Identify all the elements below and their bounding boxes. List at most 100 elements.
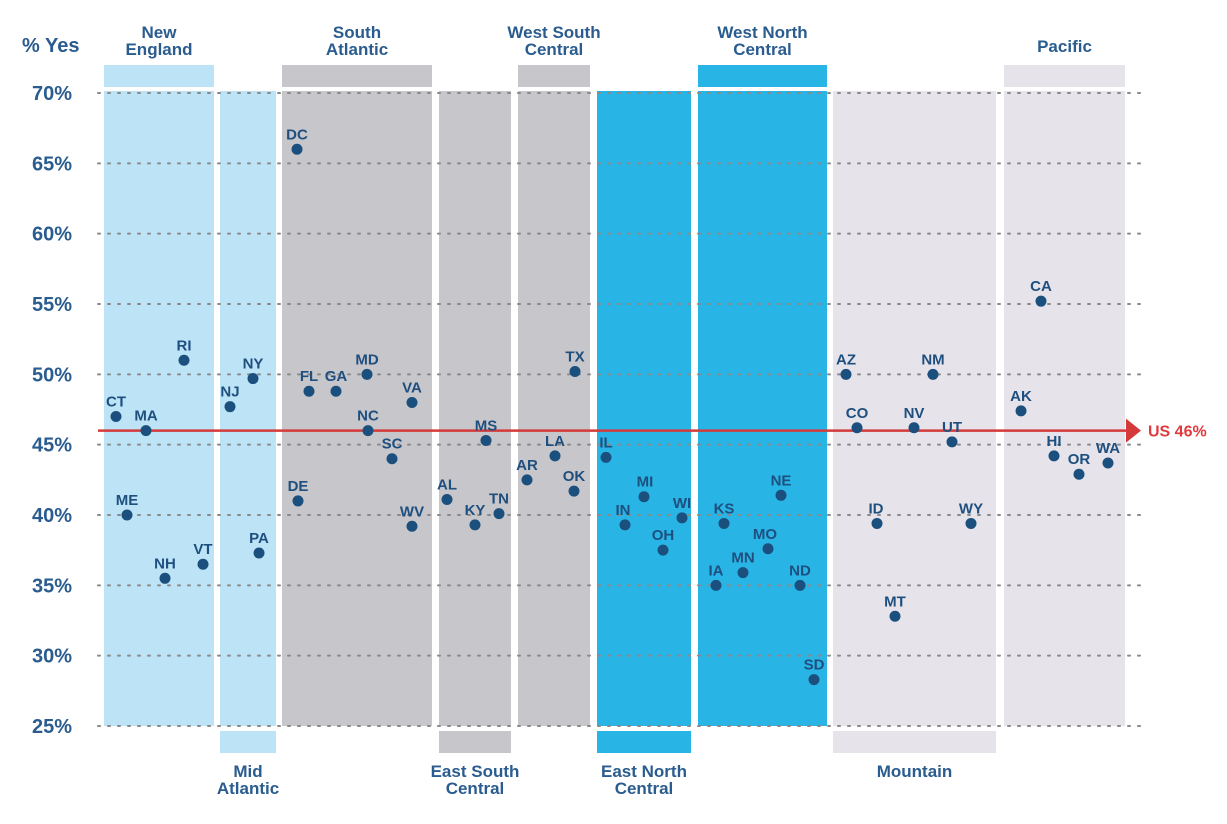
point-label-va: VA xyxy=(402,379,422,396)
y-tick-30: 30% xyxy=(32,646,72,668)
point-ct xyxy=(110,411,122,423)
point-label-md: MD xyxy=(355,351,378,368)
y-axis-title: % Yes xyxy=(22,35,79,57)
point-ks xyxy=(718,517,730,529)
point-label-wv: WV xyxy=(400,503,424,520)
point-dc xyxy=(291,143,303,155)
point-mi xyxy=(638,491,650,503)
point-nm xyxy=(927,368,939,380)
point-label-dc: DC xyxy=(286,126,308,143)
region-label-east-north-central-line-1: East North xyxy=(601,762,687,781)
point-label-id: ID xyxy=(869,500,884,517)
point-wi xyxy=(676,512,688,524)
point-label-wa: WA xyxy=(1096,440,1120,457)
point-label-ny: NY xyxy=(243,356,264,373)
region-tab-mountain xyxy=(833,731,996,753)
point-label-ar: AR xyxy=(516,457,538,474)
point-ga xyxy=(330,385,342,397)
point-label-al: AL xyxy=(437,477,457,494)
point-md xyxy=(361,368,373,380)
region-label-new-england-line-2: England xyxy=(125,40,192,59)
point-pa xyxy=(253,547,265,559)
reference-label: US 46% xyxy=(1148,424,1207,441)
point-label-mo: MO xyxy=(753,526,777,543)
point-nj xyxy=(224,401,236,413)
point-fl xyxy=(303,385,315,397)
point-label-ok: OK xyxy=(563,468,586,485)
region-label-south-atlantic-line-1: South xyxy=(333,23,381,42)
region-tab-mid-atlantic xyxy=(220,731,276,753)
point-label-az: AZ xyxy=(836,351,856,368)
region-label-west-north-central-line-2: Central xyxy=(733,40,792,59)
point-label-il: IL xyxy=(599,434,612,451)
point-label-me: ME xyxy=(116,492,139,509)
point-or xyxy=(1073,468,1085,480)
y-tick-40: 40% xyxy=(32,505,72,527)
point-label-ma: MA xyxy=(134,408,157,425)
region-label-mid-atlantic-line-2: Atlantic xyxy=(217,779,279,798)
point-ne xyxy=(775,489,787,501)
region-band-west-south-central xyxy=(518,91,590,726)
point-label-vt: VT xyxy=(193,541,212,558)
region-band-east-south-central xyxy=(439,91,511,726)
point-label-ct: CT xyxy=(106,394,126,411)
point-id xyxy=(871,517,883,529)
region-band-new-england xyxy=(104,91,214,726)
point-label-de: DE xyxy=(288,478,309,495)
point-label-ia: IA xyxy=(709,562,724,579)
point-label-la: LA xyxy=(545,433,565,450)
point-label-ga: GA xyxy=(325,368,348,385)
point-label-sc: SC xyxy=(382,436,403,453)
point-label-mi: MI xyxy=(637,474,654,491)
point-ia xyxy=(710,579,722,591)
y-tick-60: 60% xyxy=(32,224,72,246)
region-label-east-south-central-line-2: Central xyxy=(446,779,505,798)
region-label-new-england-line-1: New xyxy=(142,23,178,42)
point-label-nh: NH xyxy=(154,555,176,572)
region-label-west-south-central-line-1: West South xyxy=(507,23,600,42)
point-wa xyxy=(1102,457,1114,469)
point-in xyxy=(619,519,631,531)
y-tick-50: 50% xyxy=(32,364,72,386)
point-label-fl: FL xyxy=(300,368,318,385)
point-la xyxy=(549,450,561,462)
point-mn xyxy=(737,567,749,579)
point-ca xyxy=(1035,295,1047,307)
y-tick-45: 45% xyxy=(32,435,72,457)
point-sd xyxy=(808,674,820,686)
point-label-tx: TX xyxy=(565,349,584,366)
region-label-mountain-line-1: Mountain xyxy=(877,762,953,781)
point-ar xyxy=(521,474,533,486)
point-label-pa: PA xyxy=(249,530,269,547)
point-tn xyxy=(493,508,505,520)
point-il xyxy=(600,451,612,463)
region-tab-pacific xyxy=(1004,65,1125,87)
region-bands xyxy=(104,65,1125,753)
point-mt xyxy=(889,610,901,622)
region-label-east-south-central-line-1: East South xyxy=(431,762,520,781)
point-label-oh: OH xyxy=(652,527,675,544)
point-label-nd: ND xyxy=(789,562,811,579)
point-co xyxy=(851,422,863,434)
point-label-mn: MN xyxy=(731,550,754,567)
point-vt xyxy=(197,558,209,570)
region-tab-west-north-central xyxy=(698,65,827,87)
y-tick-35: 35% xyxy=(32,575,72,597)
region-label-south-atlantic-line-2: Atlantic xyxy=(326,40,388,59)
region-label-pacific-line-1: Pacific xyxy=(1037,37,1092,56)
point-sc xyxy=(386,453,398,465)
point-oh xyxy=(657,544,669,556)
region-band-west-north-central xyxy=(698,91,827,726)
point-nc xyxy=(362,425,374,437)
point-wy xyxy=(965,517,977,529)
point-hi xyxy=(1048,450,1060,462)
point-ut xyxy=(946,436,958,448)
point-label-in: IN xyxy=(616,502,631,519)
point-label-or: OR xyxy=(1068,451,1091,468)
point-me xyxy=(121,509,133,521)
region-tab-east-north-central xyxy=(597,731,691,753)
point-label-ks: KS xyxy=(714,500,735,517)
